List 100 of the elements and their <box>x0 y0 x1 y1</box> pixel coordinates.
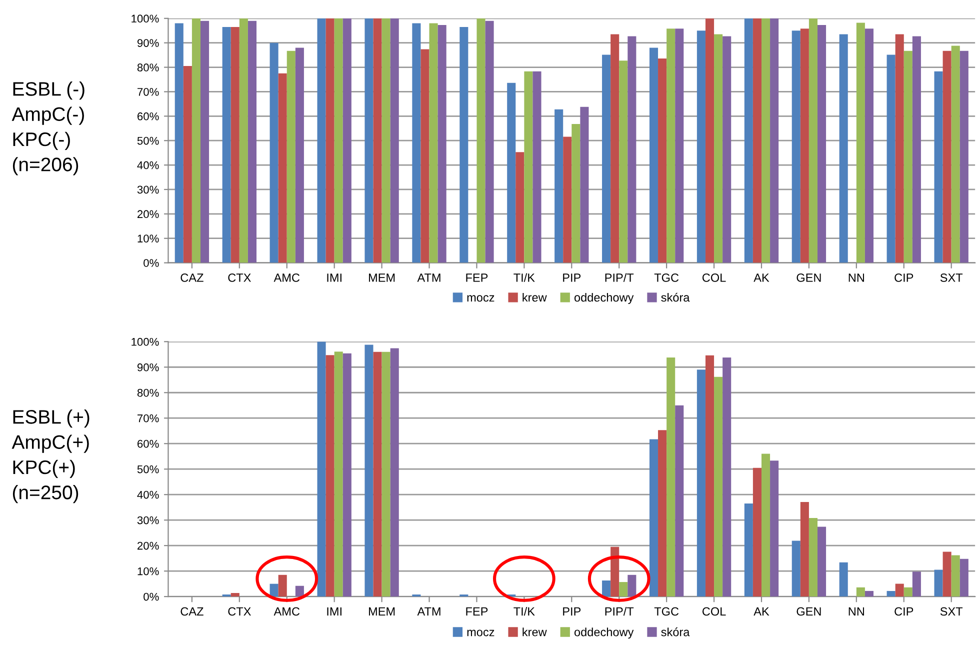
bar <box>942 552 952 597</box>
bar <box>295 586 304 597</box>
bar <box>580 106 589 263</box>
bar <box>666 357 676 597</box>
y-tick-label: 50% <box>137 465 159 474</box>
bar <box>373 18 382 263</box>
y-tick-label: 40% <box>137 490 159 499</box>
bar <box>752 468 762 597</box>
bar <box>524 71 533 263</box>
x-tick-label: PIP/T <box>605 273 634 282</box>
bar <box>800 502 809 597</box>
bar <box>696 30 706 263</box>
y-tick-label: 20% <box>138 542 159 550</box>
x-tick-label: IMI <box>327 607 342 616</box>
bar <box>317 18 326 263</box>
bar <box>364 344 374 597</box>
bar <box>714 376 723 597</box>
x-tick-label: MEM <box>368 607 395 616</box>
bar <box>317 342 326 597</box>
bar <box>460 26 468 263</box>
bar <box>761 18 770 263</box>
bar <box>364 18 374 263</box>
y-tick-label: 50% <box>137 136 159 145</box>
bar <box>382 352 390 597</box>
y-tick-label: 80% <box>137 388 159 397</box>
bar <box>649 48 658 263</box>
legend-label: mocz <box>467 630 494 636</box>
bar <box>658 430 667 597</box>
bar <box>222 26 231 263</box>
x-tick-label: ATM <box>417 607 440 616</box>
x-tick-label: AMC <box>274 607 300 616</box>
x-tick-label: CIP <box>894 607 914 616</box>
x-tick-label: COL <box>702 274 726 282</box>
bar <box>800 28 809 263</box>
bar <box>326 18 334 263</box>
y-tick-label: 30% <box>137 186 159 194</box>
bar <box>705 18 714 263</box>
x-tick-label: CIP <box>894 274 914 282</box>
bar <box>610 546 620 597</box>
bar <box>485 20 494 263</box>
y-tick-label: 20% <box>138 210 159 218</box>
x-tick-label: CTX <box>228 607 251 616</box>
bar <box>334 352 343 597</box>
bar <box>675 405 684 597</box>
bar <box>248 20 256 263</box>
x-tick-label: CTX <box>228 274 251 282</box>
y-tick-label: 0% <box>144 259 159 267</box>
bar <box>808 518 818 597</box>
bar <box>839 34 848 263</box>
bar <box>722 357 732 597</box>
bar <box>192 18 200 263</box>
bar <box>934 570 943 597</box>
bar <box>895 584 904 597</box>
bar <box>912 572 921 597</box>
y-tick-label: 100% <box>132 14 159 23</box>
bar <box>326 355 334 597</box>
bar <box>675 28 684 263</box>
bar <box>792 540 800 597</box>
x-tick-label: TGC <box>654 274 679 282</box>
bar <box>200 20 210 263</box>
bar <box>951 555 960 597</box>
bar <box>895 34 904 263</box>
bar <box>382 18 390 263</box>
bar <box>278 574 287 597</box>
bar <box>270 584 278 597</box>
bar <box>286 50 296 263</box>
bar <box>904 50 912 263</box>
y-tick-label: 30% <box>137 516 159 524</box>
y-tick-label: 60% <box>138 112 159 120</box>
y-tick-label: 10% <box>138 234 159 242</box>
y-tick-label: 40% <box>137 161 159 170</box>
x-tick-label: ATM <box>417 274 440 282</box>
x-tick-label: CAZ <box>180 274 204 282</box>
bar <box>705 355 714 597</box>
bar <box>744 18 753 263</box>
bar <box>239 18 248 263</box>
bar <box>516 152 524 263</box>
x-tick-label: COL <box>702 607 726 616</box>
x-tick-label: AK <box>754 607 770 616</box>
x-tick-label: MEM <box>368 274 395 282</box>
bar <box>183 66 192 263</box>
bar <box>912 36 921 263</box>
y-tick-label: 60% <box>138 440 159 448</box>
bar <box>770 460 779 597</box>
bar <box>839 562 848 597</box>
x-tick-label: TI/K <box>514 606 535 616</box>
bar <box>808 18 818 263</box>
y-tick-label: 80% <box>137 64 159 72</box>
bar <box>619 582 628 597</box>
bar <box>602 580 611 597</box>
bar <box>429 23 438 263</box>
text: ESBL (+) AmpC(+) KPC(+) (n=250) <box>12 410 90 504</box>
bar <box>270 42 278 263</box>
x-tick-label: GEN <box>796 274 821 282</box>
text: ESBL (-) AmpC(-) KPC(-) (n=206) <box>12 82 84 176</box>
bar <box>696 370 706 597</box>
x-tick-label: NN <box>848 274 864 282</box>
bar <box>390 18 399 263</box>
x-tick-label: AK <box>754 274 770 282</box>
bar <box>666 28 676 263</box>
